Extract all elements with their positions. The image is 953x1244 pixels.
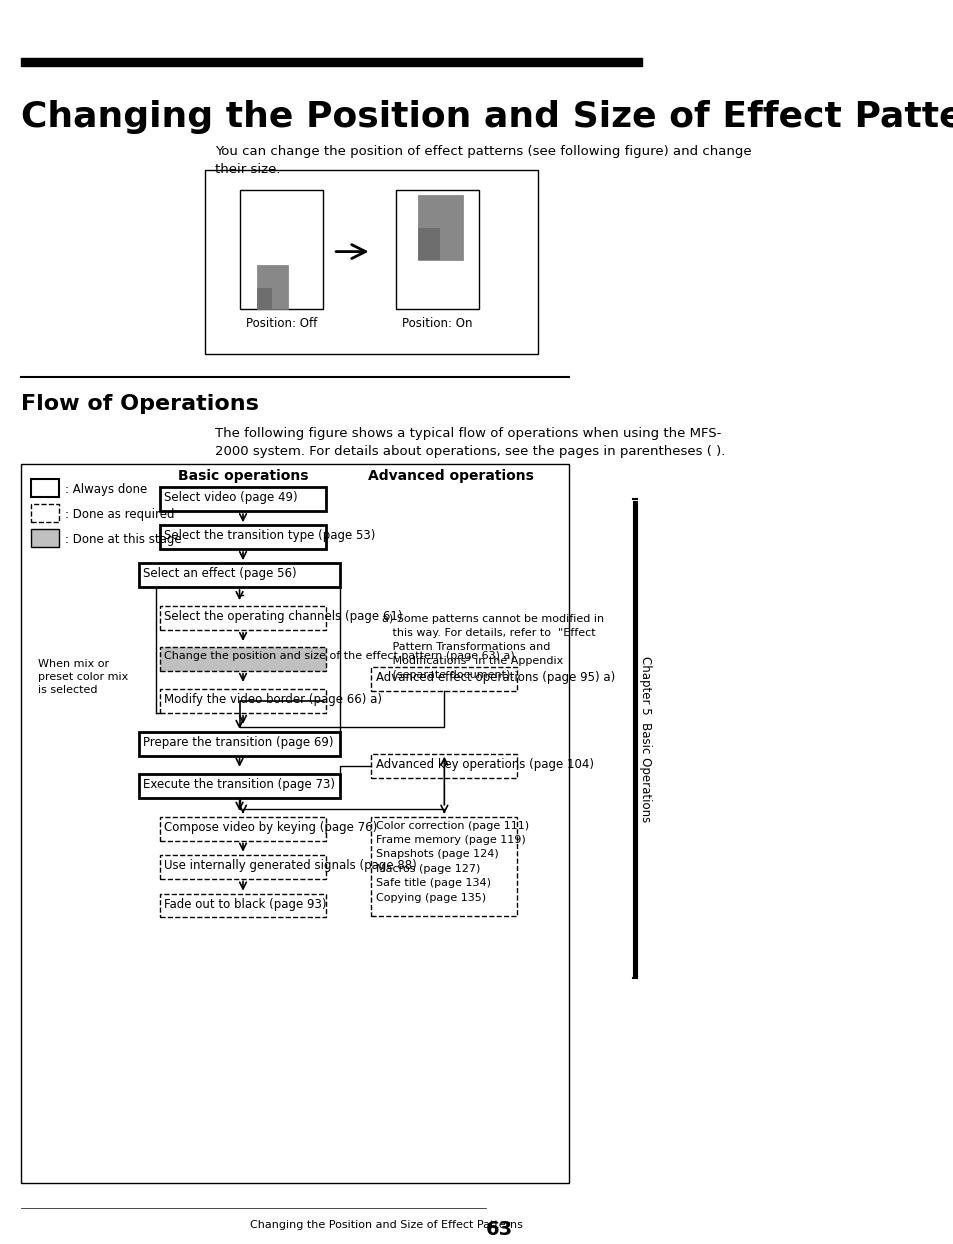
Text: Fade out to black (page 93): Fade out to black (page 93) [164,897,326,911]
Bar [159,689,326,713]
Text: When mix or
preset color mix
is selected: When mix or preset color mix is selected [38,659,129,695]
Bar [139,564,340,587]
Text: Chapter 5  Basic Operations: Chapter 5 Basic Operations [639,656,652,822]
Bar [159,816,326,841]
Text: : Done as required: : Done as required [65,508,173,521]
Bar [31,529,59,547]
Text: Advanced operations: Advanced operations [368,469,534,483]
Text: Modify the video border (page 66) a): Modify the video border (page 66) a) [164,693,381,705]
Bar [256,287,272,310]
Text: Changing the Position and Size of Effect Patterns: Changing the Position and Size of Effect… [250,1220,522,1230]
Text: : Done at this stage: : Done at this stage [65,534,181,546]
Bar [371,816,517,917]
Text: You can change the position of effect patterns (see following figure) and change: You can change the position of effect pa… [215,144,751,175]
Text: Use internally generated signals (page 88): Use internally generated signals (page 8… [164,858,416,872]
Text: Select the operating channels (page 61): Select the operating channels (page 61) [164,610,402,623]
Bar [159,893,326,918]
Text: Position: Off: Position: Off [245,317,316,331]
Bar [21,58,640,66]
Bar [239,189,322,310]
Bar [139,774,340,797]
Text: Advanced effect operations (page 95) a): Advanced effect operations (page 95) a) [375,671,615,684]
Bar [371,667,517,690]
Bar [21,464,569,1183]
Bar [159,647,326,671]
Bar [395,189,478,310]
Bar [31,479,59,498]
Text: Select the transition type (page 53): Select the transition type (page 53) [164,529,375,542]
Bar [159,488,326,511]
Bar [205,169,537,355]
Bar [159,525,326,549]
Text: Flow of Operations: Flow of Operations [21,394,258,414]
Text: Change the position and size of the effect pattern (page 63) a): Change the position and size of the effe… [164,651,514,661]
Bar [159,606,326,629]
Bar [417,228,439,260]
Text: Execute the transition (page 73): Execute the transition (page 73) [143,778,335,791]
Text: 63: 63 [485,1220,513,1239]
Bar [371,754,517,778]
Text: Prepare the transition (page 69): Prepare the transition (page 69) [143,735,334,749]
Bar [256,265,288,310]
Text: a) Some patterns cannot be modified in
   this way. For details, refer to  "Effe: a) Some patterns cannot be modified in t… [381,615,603,680]
Text: Color correction (page 111)
Frame memory (page 119)
Snapshots (page 124)
Macros : Color correction (page 111) Frame memory… [375,821,528,903]
Text: Select an effect (page 56): Select an effect (page 56) [143,567,296,580]
Bar [31,504,59,522]
Text: Basic operations: Basic operations [177,469,308,483]
Text: Position: On: Position: On [402,317,472,331]
Bar [417,194,462,260]
Text: The following figure shows a typical flow of operations when using the MFS-
2000: The following figure shows a typical flo… [215,427,725,458]
Text: Advanced key operations (page 104): Advanced key operations (page 104) [375,758,593,771]
Text: : Always done: : Always done [65,483,147,496]
Bar [159,855,326,878]
Bar [139,731,340,756]
Text: Compose video by keying (page 76): Compose video by keying (page 76) [164,821,376,833]
Text: Select video (page 49): Select video (page 49) [164,491,297,504]
Text: Changing the Position and Size of Effect Patterns: Changing the Position and Size of Effect… [21,100,953,134]
